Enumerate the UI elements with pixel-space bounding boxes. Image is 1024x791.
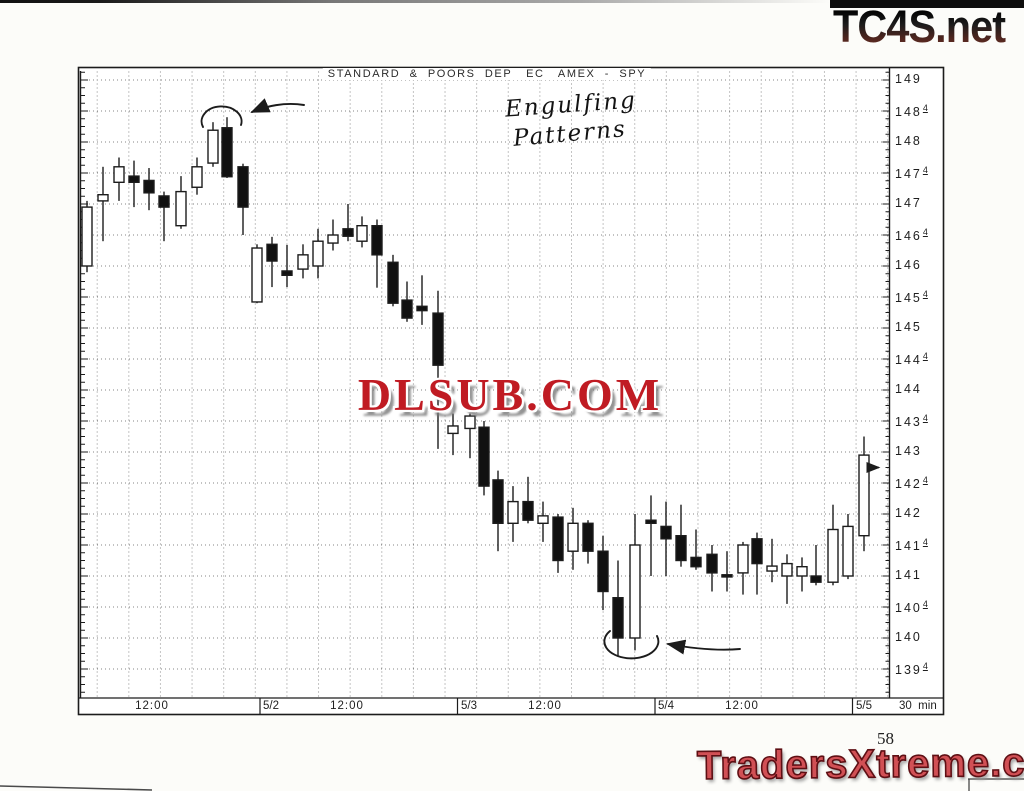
y-axis-label: 1454 <box>895 289 928 305</box>
watermark: DLSUB.COM <box>357 369 663 420</box>
y-axis-label: 146 <box>895 258 922 272</box>
x-axis-day-label: 5/3 <box>461 700 477 712</box>
x-axis-time-label: 12:00 <box>528 700 562 712</box>
x-axis-day-label: 5/4 <box>658 700 674 712</box>
y-axis-label-fraction: 4 <box>922 351 928 361</box>
x-axis-time-label: 12:00 <box>330 700 364 712</box>
y-axis-label: 1444 <box>895 351 928 367</box>
interval-label: 30 min <box>899 700 937 712</box>
y-axis-label: 1484 <box>895 103 928 119</box>
y-axis-label-fraction: 4 <box>922 537 928 547</box>
y-axis-label: 140 <box>895 630 922 644</box>
y-axis-label-fraction: 4 <box>922 413 928 423</box>
y-axis-label: 1464 <box>895 227 928 243</box>
y-axis-label: 1474 <box>895 165 928 181</box>
scan-artifact-top-strip <box>0 0 830 3</box>
y-axis-label: 1434 <box>895 413 928 429</box>
y-axis-label-fraction: 4 <box>922 227 928 237</box>
x-axis-day-label: 5/5 <box>856 700 872 712</box>
x-axis-day-label: 5/2 <box>263 700 279 712</box>
page-number: 58 <box>877 729 894 748</box>
scan-artifact-bottom-left <box>0 785 153 791</box>
tc4s-logo: TC4S.net <box>833 2 1008 52</box>
y-axis-label: 141 <box>895 568 922 582</box>
y-axis-label: 1424 <box>895 475 928 491</box>
y-axis-label-fraction: 4 <box>922 165 928 175</box>
y-axis-label: 149 <box>895 72 922 86</box>
y-axis-label: 147 <box>895 196 922 210</box>
y-axis-label-fraction: 4 <box>922 103 928 113</box>
tradersxtreme-logo: TradersXtreme.com <box>696 739 1024 789</box>
x-axis-time-label: 12:00 <box>135 700 169 712</box>
y-axis-label: 1414 <box>895 537 928 553</box>
y-axis-label: 143 <box>895 444 922 458</box>
y-axis-label: 1404 <box>895 599 928 615</box>
y-axis-label-fraction: 4 <box>922 599 928 609</box>
chart-title: STANDARD & POORS DEP EC AMEX - SPY <box>322 68 652 80</box>
y-axis-label: 145 <box>895 320 922 334</box>
y-axis-label: 142 <box>895 506 922 520</box>
y-axis-label: 144 <box>895 382 922 396</box>
scan-artifact-top-right-strip <box>830 0 1024 8</box>
x-axis-time-label: 12:00 <box>725 700 759 712</box>
y-axis-label-fraction: 4 <box>922 289 928 299</box>
y-axis-label-fraction: 4 <box>922 661 928 671</box>
y-axis-label: 148 <box>895 134 922 148</box>
y-axis-label-fraction: 4 <box>922 475 928 485</box>
y-axis-label: 1394 <box>895 661 928 677</box>
